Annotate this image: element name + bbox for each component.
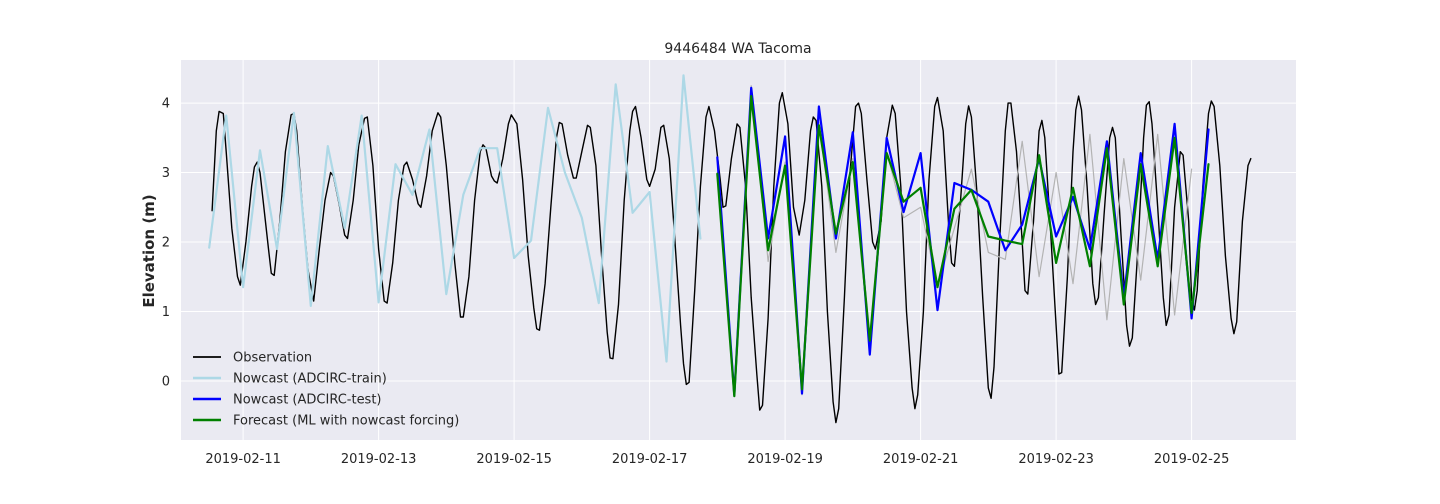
series-layer xyxy=(208,74,1252,424)
chart-title: 9446484 WA Tacoma xyxy=(664,41,811,57)
legend-label: Observation xyxy=(233,351,312,366)
series-line-nowcast-adcirc-train xyxy=(208,74,702,363)
x-tick-label: 2019-02-15 xyxy=(476,452,552,467)
x-tick-label: 2019-02-17 xyxy=(612,452,688,467)
x-tick-label: 2019-02-25 xyxy=(1154,452,1230,467)
x-tick-label: 2019-02-19 xyxy=(747,452,823,467)
x-tick-label: 2019-02-23 xyxy=(1018,452,1094,467)
y-tick-label: 1 xyxy=(162,305,170,320)
x-tick-label: 2019-02-11 xyxy=(205,452,281,467)
legend: Observation Nowcast (ADCIRC-train) Nowcast… xyxy=(193,351,459,429)
y-axis-label: Elevation (m) xyxy=(140,194,158,307)
tick-labels: 2019-02-11 2019-02-13 2019-02-15 2019-02-17… xyxy=(162,97,1230,467)
legend-label: Nowcast (ADCIRC-train) xyxy=(233,372,387,387)
plot-area xyxy=(181,60,1296,440)
legend-label: Forecast (ML with nowcast forcing) xyxy=(233,414,459,429)
y-tick-label: 2 xyxy=(162,236,170,251)
y-tick-label: 0 xyxy=(162,375,170,390)
x-tick-label: 2019-02-21 xyxy=(883,452,959,467)
x-tick-label: 2019-02-13 xyxy=(341,452,417,467)
series-line-forecast-ml-with-nowcast-forcing xyxy=(716,94,1210,398)
y-tick-label: 4 xyxy=(162,97,170,112)
y-tick-label: 3 xyxy=(162,166,170,181)
legend-label: Nowcast (ADCIRC-test) xyxy=(233,393,382,408)
